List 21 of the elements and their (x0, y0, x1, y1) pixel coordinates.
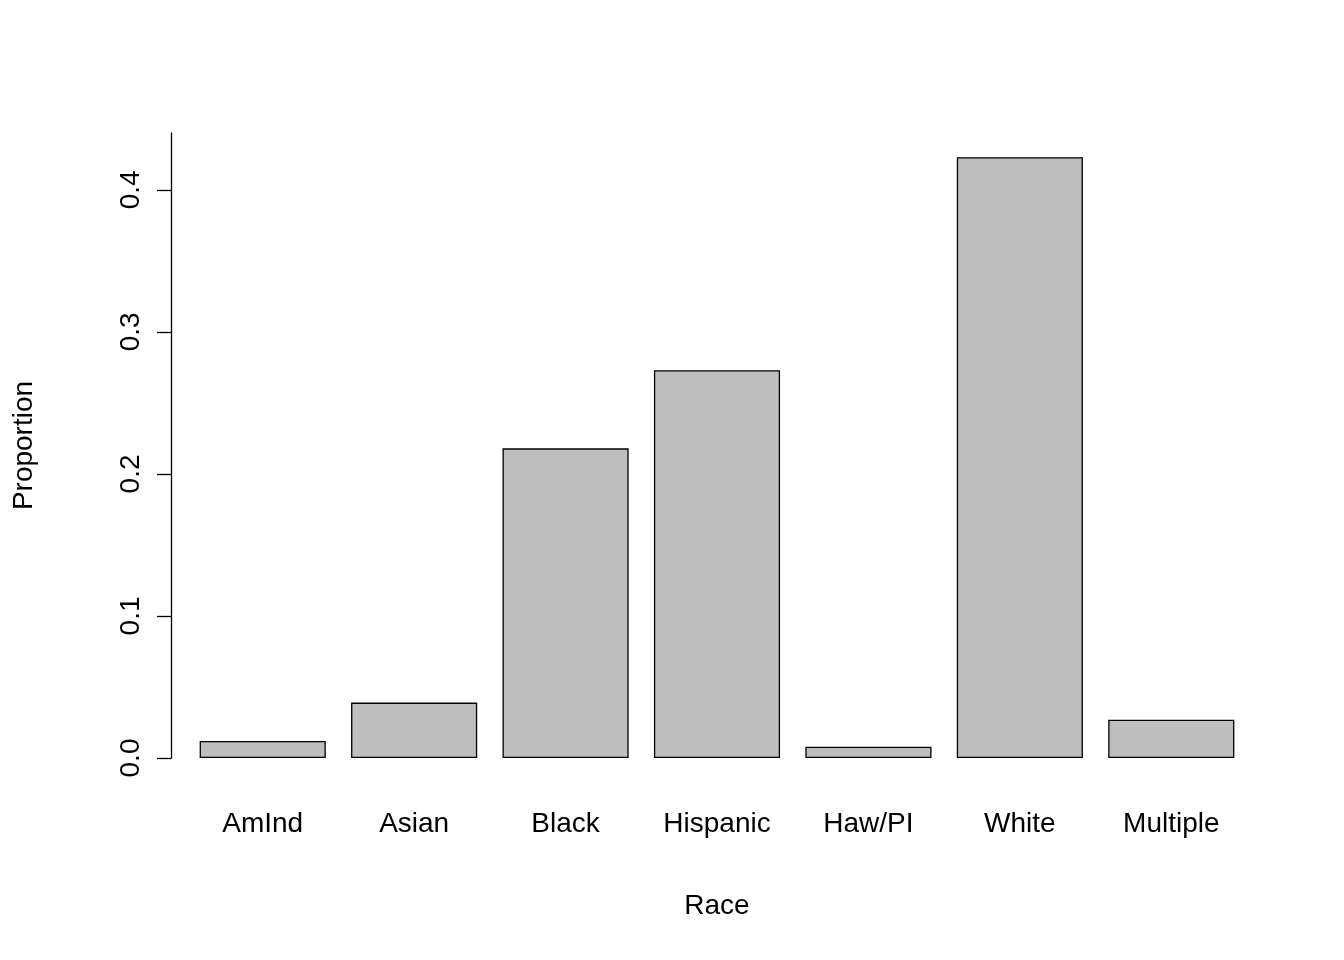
x-tick-label: Black (531, 806, 601, 838)
bar (653, 370, 781, 758)
y-axis-title: Proportion (6, 380, 38, 511)
bar (351, 702, 478, 758)
bar (805, 746, 932, 758)
x-tick-label: Haw/PI (823, 806, 914, 838)
x-tick-label: Hispanic (663, 806, 771, 838)
bar (1108, 719, 1235, 758)
y-tick-label: 0.1 (113, 596, 145, 636)
y-tick-label: 0.3 (113, 312, 145, 352)
x-tick-label: White (984, 806, 1056, 838)
y-tick-label: 0.4 (113, 170, 145, 210)
bar (956, 157, 1083, 758)
x-tick-label: Asian (379, 806, 450, 838)
bar (199, 740, 326, 758)
x-tick-label: AmInd (222, 806, 304, 838)
x-axis-title: Race (684, 888, 750, 920)
y-tick-label: 0.0 (113, 738, 145, 778)
y-tick-label: 0.2 (113, 454, 145, 494)
bar (502, 448, 629, 758)
x-tick-label: Multiple (1123, 806, 1220, 838)
